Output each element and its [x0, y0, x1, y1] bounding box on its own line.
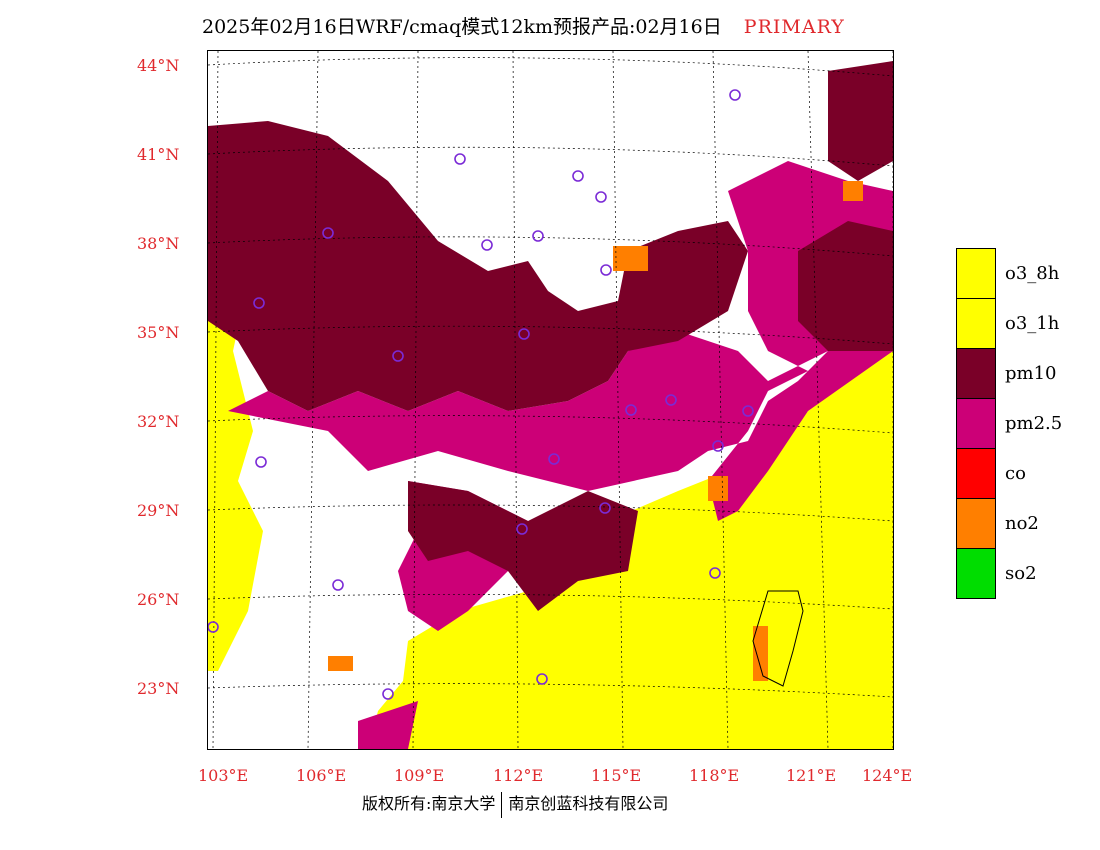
map-graphic: [208, 51, 893, 749]
legend-label: no2: [1005, 513, 1039, 534]
no2-patch: [708, 476, 728, 501]
taiwan-outline: [752, 590, 804, 687]
legend-item-so2: so2: [956, 548, 1037, 599]
legend-item-o3-1h: o3_1h: [956, 298, 1059, 349]
legend-item-pm10: pm10: [956, 348, 1057, 399]
legend-item-o3-8h: o3_8h: [956, 248, 1059, 299]
legend-label: o3_1h: [1005, 313, 1060, 334]
copyright: 版权所有:南京大学 南京创蓝科技有限公司: [362, 790, 668, 818]
station-markers: [208, 89, 754, 700]
lon-label-106: 106°E: [296, 766, 347, 785]
title-primary-tag: PRIMARY: [743, 16, 845, 38]
title-text: 2025年02月16日WRF/cmaq模式12km预报产品:02月16日: [202, 16, 722, 38]
lon-label-109: 109°E: [394, 766, 445, 785]
lat-label-41: 41°N: [137, 145, 180, 164]
lat-label-26: 26°N: [137, 590, 180, 609]
no2-patch: [328, 656, 353, 671]
legend-label: pm2.5: [1005, 413, 1063, 434]
legend-label: co: [1005, 463, 1026, 484]
lat-label-23: 23°N: [137, 679, 180, 698]
legend-label: o3_8h: [1005, 263, 1060, 284]
no2-patch: [753, 626, 768, 681]
o3-region: [208, 216, 893, 749]
copyright-separator: [501, 791, 503, 818]
legend-item-pm25: pm2.5: [956, 398, 1062, 449]
lat-label-32: 32°N: [137, 412, 180, 431]
copyright-right: 南京创蓝科技有限公司: [508, 794, 669, 813]
legend-item-co: co: [956, 448, 1026, 499]
lon-label-115: 115°E: [591, 766, 642, 785]
lon-label-124: 124°E: [862, 766, 913, 785]
lon-label-112: 112°E: [493, 766, 544, 785]
pollutant-legend: o3_8h o3_1h pm10 pm2.5 co no2 so2: [956, 248, 1062, 599]
copyright-left: 版权所有:南京大学: [362, 794, 496, 813]
legend-item-no2: no2: [956, 498, 1039, 549]
lon-label-118: 118°E: [689, 766, 740, 785]
lat-label-35: 35°N: [137, 323, 180, 342]
map-title: 2025年02月16日WRF/cmaq模式12km预报产品:02月16日 PRI…: [202, 12, 845, 39]
pm10-region: [208, 61, 893, 611]
legend-label: so2: [1005, 563, 1037, 584]
no2-patch: [613, 246, 648, 271]
pm25-region: [228, 161, 893, 749]
lat-label-44: 44°N: [137, 56, 180, 75]
lat-label-29: 29°N: [137, 501, 180, 520]
lat-label-38: 38°N: [137, 234, 180, 253]
pollution-map: [207, 50, 894, 750]
legend-label: pm10: [1005, 363, 1057, 384]
lon-label-103: 103°E: [198, 766, 249, 785]
gridlines: [208, 51, 893, 749]
lon-label-121: 121°E: [786, 766, 837, 785]
no2-patch: [843, 181, 863, 201]
